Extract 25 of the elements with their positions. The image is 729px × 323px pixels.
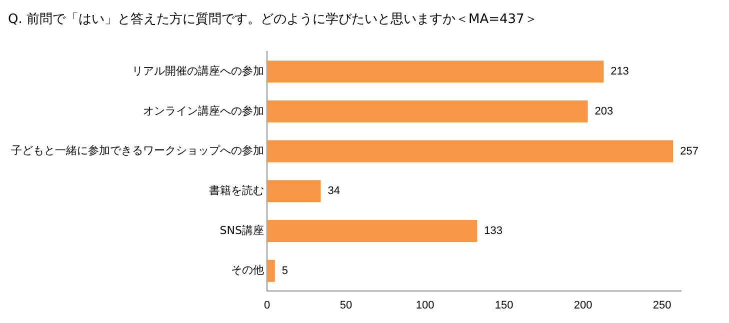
x-tick-label: 250 — [652, 299, 672, 312]
y-tick-label: リアル開催の講座への参加 — [132, 64, 264, 78]
bar — [267, 180, 321, 202]
y-tick-label: その他 — [231, 264, 264, 277]
bar — [267, 220, 478, 242]
bar — [267, 100, 588, 122]
chart-title: Q. 前問で「はい」と答えた方に質問です。どのように学びたいと思いますか＜MA=437＞ — [8, 11, 538, 28]
bar — [267, 60, 604, 82]
data-label: 203 — [594, 105, 614, 118]
x-tick-label: 100 — [416, 299, 434, 312]
data-label: 133 — [484, 225, 503, 238]
y-tick-label: オンライン講座への参加 — [143, 104, 264, 118]
data-label: 5 — [282, 264, 288, 277]
y-tick-label: 子どもと一緒に参加できるワークショップへの参加 — [11, 144, 264, 158]
x-tick-label: 150 — [494, 299, 514, 312]
y-tick-label: SNS講座 — [220, 224, 264, 237]
x-tick-label: 200 — [574, 299, 592, 312]
bar — [267, 140, 674, 162]
data-label: 213 — [610, 66, 629, 78]
data-label: 257 — [680, 145, 698, 158]
data-label: 34 — [328, 185, 340, 198]
x-tick-label: 0 — [264, 299, 270, 312]
x-tick-label: 50 — [340, 299, 352, 312]
y-tick-label: 書籍を読む — [209, 184, 264, 197]
bar — [267, 260, 275, 282]
